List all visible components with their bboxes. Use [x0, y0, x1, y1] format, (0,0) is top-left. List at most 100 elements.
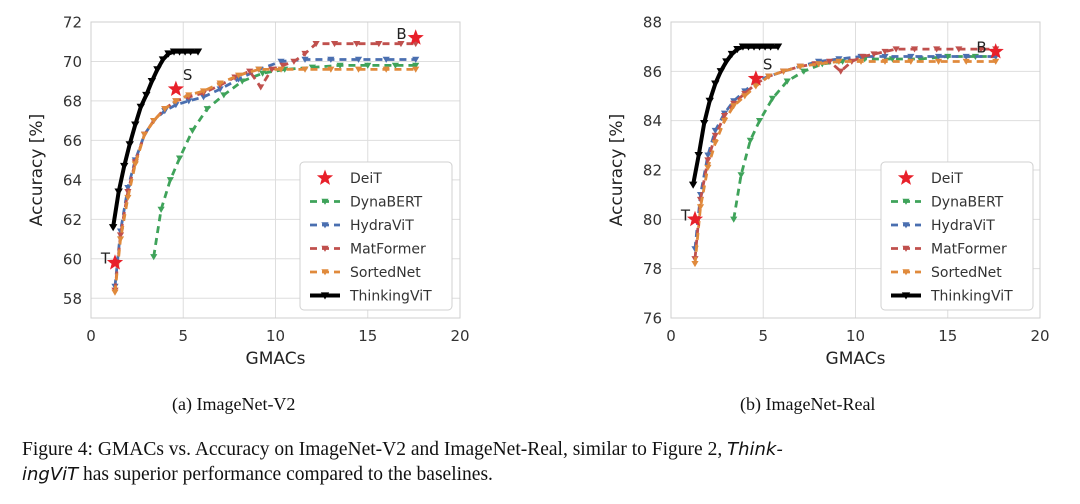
y-tick-label: 82: [643, 162, 662, 180]
data-point-sortednet: [140, 131, 149, 138]
data-point-thinkingvit: [716, 68, 726, 76]
data-point-thinkingvit: [125, 141, 134, 149]
deit-star-B: [987, 43, 1004, 59]
x-axis-label: GMACs: [826, 349, 886, 369]
data-point-thinkingvit: [760, 43, 770, 51]
data-point-thinkingvit: [142, 91, 151, 100]
data-point-thinkingvit: [120, 162, 129, 171]
data-point-hydravit: [907, 53, 915, 60]
data-point-sortednet: [779, 68, 788, 75]
legend-marker-hydravit: [321, 222, 329, 229]
data-point-sortednet: [277, 66, 285, 73]
legend-marker-deit: [897, 169, 915, 185]
caption-emph-part2: ingViT: [22, 464, 79, 485]
data-point-sortednet: [934, 58, 943, 65]
data-point-sortednet: [255, 66, 263, 73]
data-point-hydravit: [301, 56, 309, 63]
legend-label-matformer: MatFormer: [350, 242, 426, 258]
y-tick-label: 60: [63, 250, 82, 268]
data-point-matformer: [257, 84, 265, 91]
y-tick-label: 64: [63, 171, 82, 189]
data-point-sortednet: [835, 58, 843, 65]
data-point-thinkingvit: [164, 50, 173, 58]
data-point-thinkingvit: [114, 188, 123, 196]
legend-marker-sortednet: [902, 269, 910, 276]
data-point-matformer: [301, 50, 309, 57]
legend-marker-hydravit: [902, 222, 910, 229]
data-point-sortednet: [382, 66, 390, 73]
data-point-hydravit: [711, 127, 719, 134]
data-point-matformer: [290, 58, 298, 65]
y-tick-label: 68: [63, 92, 82, 110]
data-point-matformer: [116, 232, 125, 239]
legend-marker-matformer: [902, 245, 910, 252]
data-point-thinkingvit: [158, 56, 168, 64]
data-point-sortednet: [704, 164, 712, 171]
data-point-dynabert: [238, 78, 246, 85]
data-point-dynabert: [755, 117, 764, 125]
data-point-sortednet: [354, 66, 363, 73]
data-point-sortednet: [301, 66, 309, 73]
data-point-sortednet: [881, 58, 889, 65]
data-point-hydravit: [235, 76, 243, 83]
data-point-sortednet: [172, 98, 180, 105]
data-point-thinkingvit: [727, 50, 737, 59]
data-point-hydravit: [881, 53, 889, 60]
data-point-thinkingvit: [175, 48, 184, 56]
legend: DeiT DynaBERT HydraViT MatFormer SortedNet Th…: [880, 161, 1034, 311]
data-point-dynabert: [768, 95, 777, 102]
x-tick-label: 5: [758, 327, 768, 345]
data-point-dynabert: [258, 70, 267, 77]
data-point-thinkingvit: [749, 43, 759, 51]
data-point-sortednet: [185, 92, 193, 99]
legend-label-thinkingvit: ThinkingViT: [349, 289, 432, 305]
deit-label-B: B: [396, 25, 406, 43]
data-point-matformer: [231, 74, 239, 81]
legend-marker-deit: [316, 169, 334, 185]
data-point-thinkingvit: [700, 119, 709, 128]
data-point-matformer: [933, 46, 941, 53]
data-point-dynabert: [336, 62, 344, 69]
data-point-matformer: [826, 58, 834, 65]
data-point-matformer: [397, 41, 405, 48]
data-point-sortednet: [730, 103, 738, 110]
x-tick-label: 0: [666, 327, 676, 345]
y-tick-label: 58: [63, 290, 82, 308]
legend-marker-sortednet: [321, 269, 329, 276]
data-point-thinkingvit: [108, 224, 118, 232]
y-tick-label: 72: [63, 14, 82, 32]
y-tick-label: 70: [63, 53, 82, 71]
legend-marker-dynabert: [321, 198, 329, 205]
data-point-dynabert: [150, 254, 158, 261]
y-tick-label: 84: [643, 112, 662, 130]
data-point-thinkingvit: [136, 103, 146, 111]
legend-label-deit: DeiT: [931, 171, 963, 187]
data-point-sortednet: [907, 58, 915, 65]
data-point-thinkingvit: [186, 48, 195, 56]
data-point-hydravit: [185, 98, 193, 105]
data-point-matformer: [375, 41, 383, 48]
data-point-matformer: [312, 41, 320, 48]
legend-marker-dynabert: [902, 198, 910, 205]
y-tick-label: 62: [63, 211, 82, 229]
data-point-matformer: [704, 157, 712, 164]
legend-label-deit: DeiT: [350, 171, 382, 187]
data-point-sortednet: [124, 194, 132, 202]
data-point-dynabert: [308, 64, 316, 71]
data-point-thinkingvit: [131, 121, 140, 129]
data-point-thinkingvit: [722, 58, 731, 66]
data-point-sortednet: [131, 161, 139, 168]
deit-star-T: [686, 210, 704, 227]
series-line-thinkingvit: [111, 49, 198, 228]
data-point-sortednet: [720, 117, 729, 125]
y-axis-label: Accuracy [%]: [27, 114, 47, 226]
data-point-thinkingvit: [180, 48, 190, 56]
data-point-hydravit: [277, 58, 285, 65]
plot-frame: [670, 21, 1041, 319]
deit-label-S: S: [183, 66, 193, 84]
deit-label-B: B: [976, 39, 986, 57]
legend-label-dynabert: DynaBERT: [931, 195, 1004, 211]
legend-label-thinkingvit: ThinkingViT: [930, 289, 1013, 305]
data-point-sortednet: [199, 88, 208, 95]
data-point-sortednet: [235, 72, 243, 79]
